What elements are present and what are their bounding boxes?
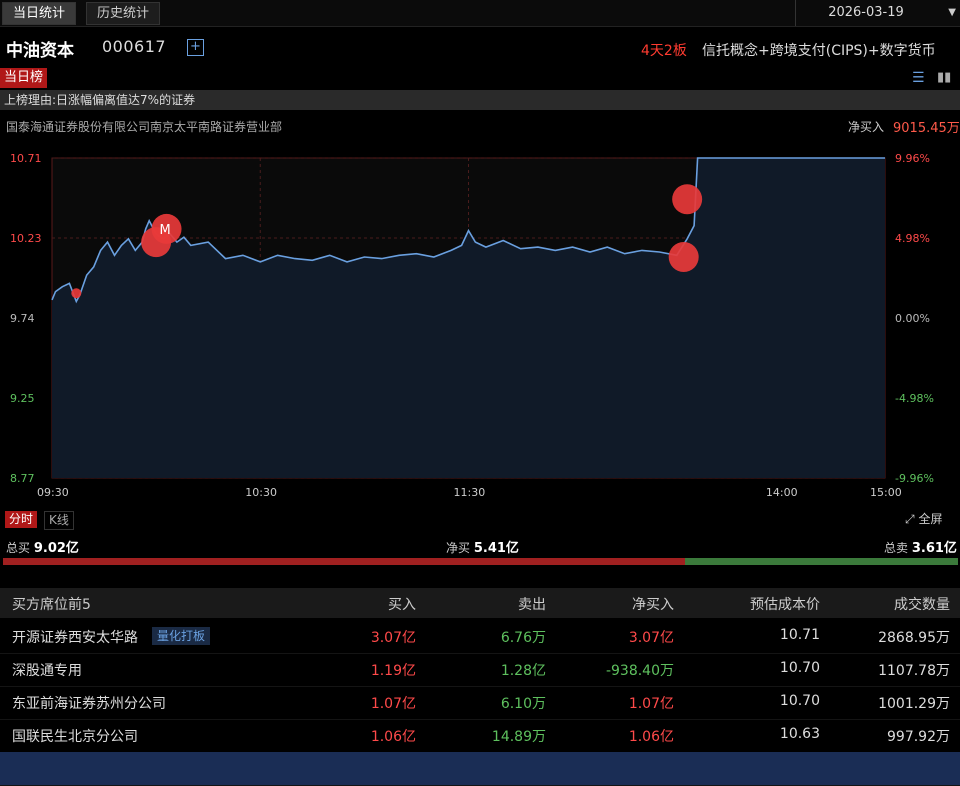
sell-value: 6.10万 — [500, 696, 546, 712]
pct-tick-label: -4.98% — [895, 392, 934, 405]
y-tick-label: 8.77 — [10, 472, 35, 485]
net-value: -938.40万 — [605, 663, 674, 679]
date-picker[interactable]: 2026-03-19 — [795, 0, 936, 26]
broker-name: 国泰海通证券股份有限公司南京太平南路证券营业部 — [6, 120, 283, 134]
sell-value: 6.76万 — [500, 630, 546, 646]
total-buy-label: 总买 — [6, 541, 31, 555]
buy-value: 1.19亿 — [370, 663, 416, 679]
net-buy-label: 净买入 — [848, 120, 885, 134]
x-tick-label: 11:30 — [454, 486, 486, 499]
net-value: 3.07亿 — [628, 630, 674, 646]
table-row[interactable] — [0, 620, 960, 654]
header-cost[interactable]: 预估成本价 — [750, 597, 820, 613]
price-area — [52, 158, 885, 478]
tab-kline[interactable]: K线 — [44, 511, 74, 530]
trade-marker — [672, 184, 703, 215]
buy-ratio-fill — [3, 558, 685, 565]
net-total: 净买 5.41亿 — [446, 537, 519, 556]
sell-value: 1.28亿 — [500, 663, 546, 679]
x-tick-label: 09:30 — [37, 486, 69, 499]
listing-reason: 上榜理由:日涨幅偏离值达7%的证券 — [0, 90, 960, 110]
seat-name[interactable]: 东亚前海证券苏州分公司 — [12, 696, 166, 712]
seat-tag[interactable]: 量化打板 — [152, 627, 211, 645]
list-view-icon[interactable]: ☰ — [912, 70, 925, 86]
header-net[interactable]: 净买入 — [632, 597, 674, 613]
cost-value: 10.71 — [779, 627, 820, 643]
table-row[interactable] — [0, 653, 960, 687]
streak-badge: 4天2板 — [641, 43, 687, 59]
table-row[interactable] — [0, 719, 960, 753]
total-buy: 总买 9.02亿 — [6, 537, 79, 556]
buy-value: 1.06亿 — [370, 729, 416, 745]
pct-tick-label: 9.96% — [895, 152, 930, 165]
header-seat: 买方席位前5 — [12, 597, 91, 613]
table-row[interactable] — [0, 686, 960, 720]
fullscreen-button[interactable]: ⤢ 全屏 — [905, 510, 942, 527]
volume-value: 997.92万 — [887, 729, 950, 745]
header-sell[interactable]: 卖出 — [518, 597, 546, 613]
pct-tick-label: 0.00% — [895, 312, 930, 325]
seat-name[interactable]: 国联民生北京分公司 — [12, 729, 138, 745]
volume-value: 2868.95万 — [878, 630, 950, 646]
rank-tag[interactable]: 当日榜 — [0, 68, 48, 88]
tab-intraday[interactable]: 分时 — [5, 511, 38, 528]
header-volume[interactable]: 成交数量 — [894, 597, 950, 613]
y-tick-label: 10.23 — [10, 232, 42, 245]
volume-value: 1107.78万 — [878, 663, 950, 679]
table-header — [0, 588, 960, 618]
header-buy[interactable]: 买入 — [388, 597, 416, 613]
seat-name[interactable]: 深股通专用 — [12, 663, 82, 679]
stock-code: 000617 — [102, 37, 167, 56]
tab-today-stats[interactable]: 当日统计 — [2, 2, 77, 25]
volume-value: 1001.29万 — [878, 696, 950, 712]
total-sell: 总卖 3.61亿 — [884, 537, 957, 556]
net-total-label: 净买 — [446, 541, 471, 555]
stock-name: 中油资本 — [6, 41, 74, 61]
x-tick-label: 14:00 — [766, 486, 798, 499]
x-tick-label: 10:30 — [245, 486, 277, 499]
net-buy-value: 9015.45万 — [893, 121, 960, 136]
cost-value: 10.70 — [779, 693, 820, 709]
trade-marker — [151, 213, 182, 244]
sell-value: 14.89万 — [491, 729, 546, 745]
y-tick-label: 10.71 — [10, 152, 42, 165]
net-total-value: 5.41亿 — [473, 541, 519, 556]
add-watchlist-icon[interactable]: + — [187, 39, 204, 56]
cost-value: 10.70 — [779, 660, 820, 676]
buy-value: 1.07亿 — [370, 696, 416, 712]
fullscreen-icon: ⤢ — [905, 512, 915, 526]
total-sell-value: 3.61亿 — [911, 541, 957, 556]
trade-marker — [668, 241, 699, 272]
bar-chart-icon[interactable]: ▮▮ — [937, 70, 952, 85]
net-value: 1.07亿 — [628, 696, 674, 712]
pct-tick-label: 4.98% — [895, 232, 930, 245]
fullscreen-label: 全屏 — [918, 512, 943, 526]
cost-value: 10.63 — [779, 726, 820, 742]
seat-name[interactable]: 开源证券西安太华路 — [12, 630, 138, 646]
total-sell-label: 总卖 — [884, 541, 909, 555]
total-buy-value: 9.02亿 — [33, 541, 79, 556]
buy-value: 3.07亿 — [370, 630, 416, 646]
net-value: 1.06亿 — [628, 729, 674, 745]
trade-marker-label: M — [160, 223, 171, 238]
y-tick-label: 9.74 — [10, 312, 35, 325]
chevron-down-icon[interactable]: ▼ — [948, 7, 956, 18]
y-tick-label: 9.25 — [10, 392, 35, 405]
concept-tags: 信托概念+跨境支付(CIPS)+数字货币 — [702, 43, 936, 59]
x-tick-label: 15:00 — [870, 486, 902, 499]
trade-marker — [71, 288, 82, 299]
pct-tick-label: -9.96% — [895, 472, 934, 485]
tab-history-stats[interactable]: 历史统计 — [86, 2, 161, 25]
intraday-chart: 10.71 9.96% 10.23 4.98% 9.74 0.00% 9.25 -4.98% 8… — [10, 152, 934, 499]
table-row[interactable] — [0, 752, 960, 786]
